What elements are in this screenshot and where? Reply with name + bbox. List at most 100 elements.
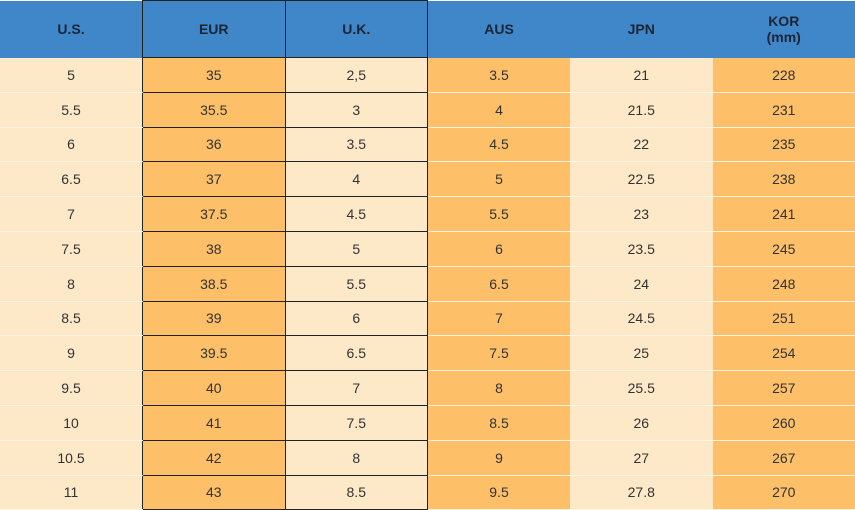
table-cell: 3.5 <box>284 126 428 163</box>
table-cell: 6.5 <box>284 335 428 372</box>
table-cell: 23.5 <box>570 231 713 267</box>
table-header: U.S. EUR U.K. AUS JPN KOR (mm) <box>0 0 855 58</box>
table-cell: 254 <box>712 335 855 372</box>
table-cell: 238 <box>712 161 855 198</box>
table-cell: 8 <box>427 370 570 406</box>
table-row: 9.5 40 7 8 25.5 257 <box>0 370 855 406</box>
table-cell: 5.5 <box>427 196 570 232</box>
table-cell: 7.5 <box>284 404 428 441</box>
table-row: 11 43 8.5 9.5 27.8 270 <box>0 474 855 510</box>
table-cell: 3 <box>284 91 428 128</box>
table-cell: 22 <box>570 127 713 163</box>
table-cell: 22.5 <box>570 161 713 198</box>
header-row: U.S. EUR U.K. AUS JPN KOR (mm) <box>0 0 855 58</box>
table-row: 7.5 38 5 6 23.5 245 <box>0 230 855 267</box>
table-cell: 6.5 <box>427 266 570 302</box>
table-cell: 245 <box>712 231 855 267</box>
table-row: 7 37.5 4.5 5.5 23 241 <box>0 196 855 232</box>
column-header: U.K. <box>284 0 428 58</box>
table-row: 5.5 35.5 3 4 21.5 231 <box>0 91 855 128</box>
table-cell: 3.5 <box>427 57 570 93</box>
table-cell: 257 <box>712 370 855 406</box>
table-cell: 231 <box>712 92 855 128</box>
table-cell: 10 <box>0 405 143 441</box>
table-row: 5 35 2,5 3.5 21 228 <box>0 57 855 93</box>
table-cell: 6.5 <box>0 161 143 198</box>
table-cell: 37 <box>142 161 286 198</box>
table-cell: 5.5 <box>284 265 428 302</box>
table-cell: 39 <box>142 300 286 337</box>
table-row: 6 36 3.5 4.5 22 235 <box>0 126 855 163</box>
table-cell: 6 <box>427 231 570 267</box>
table-cell: 9.5 <box>427 475 570 510</box>
table-cell: 7 <box>427 301 570 337</box>
table-cell: 248 <box>712 266 855 302</box>
table-cell: 7.5 <box>427 335 570 372</box>
table-cell: 35.5 <box>142 91 286 128</box>
column-header: AUS <box>427 0 570 58</box>
table-cell: 27 <box>570 440 713 476</box>
table-cell: 260 <box>712 405 855 441</box>
column-header: JPN <box>570 0 713 58</box>
table-cell: 4.5 <box>427 127 570 163</box>
table-row: 8.5 39 6 7 24.5 251 <box>0 300 855 337</box>
table-cell: 4.5 <box>284 196 428 232</box>
table-cell: 43 <box>142 474 286 510</box>
table-cell: 23 <box>570 196 713 232</box>
table-cell: 26 <box>570 405 713 441</box>
table-cell: 235 <box>712 127 855 163</box>
table-row: 8 38.5 5.5 6.5 24 248 <box>0 265 855 302</box>
table-row: 9 39.5 6.5 7.5 25 254 <box>0 335 855 372</box>
table-cell: 4 <box>427 92 570 128</box>
table-cell: 39.5 <box>142 335 286 372</box>
table-cell: 42 <box>142 439 286 476</box>
table-cell: 9.5 <box>0 370 143 406</box>
table-cell: 251 <box>712 301 855 337</box>
table-cell: 5 <box>284 230 428 267</box>
table-cell: 11 <box>0 475 143 510</box>
table-cell: 40 <box>142 370 286 406</box>
table-cell: 9 <box>0 335 143 372</box>
table-cell: 8 <box>0 266 143 302</box>
table-row: 10 41 7.5 8.5 26 260 <box>0 404 855 441</box>
table-cell: 5.5 <box>0 92 143 128</box>
table-cell: 8 <box>284 439 428 476</box>
table-cell: 21 <box>570 57 713 93</box>
table-cell: 38.5 <box>142 265 286 302</box>
table-row: 10.5 42 8 9 27 267 <box>0 439 855 476</box>
table-cell: 7 <box>284 370 428 406</box>
table-cell: 37.5 <box>142 196 286 232</box>
table-cell: 8.5 <box>427 405 570 441</box>
table-cell: 36 <box>142 126 286 163</box>
column-header: KOR (mm) <box>712 0 855 58</box>
table-cell: 7 <box>0 196 143 232</box>
column-header: EUR <box>142 0 286 58</box>
table-cell: 5 <box>0 57 143 93</box>
table-cell: 21.5 <box>570 92 713 128</box>
table-cell: 7.5 <box>0 231 143 267</box>
table-cell: 267 <box>712 440 855 476</box>
table-row: 6.5 37 4 5 22.5 238 <box>0 161 855 198</box>
table-cell: 10.5 <box>0 440 143 476</box>
table-cell: 38 <box>142 230 286 267</box>
table-cell: 6 <box>284 300 428 337</box>
table-cell: 2,5 <box>284 57 428 93</box>
table-cell: 241 <box>712 196 855 232</box>
column-header: U.S. <box>0 0 143 58</box>
table-cell: 27.8 <box>570 475 713 510</box>
table-cell: 24 <box>570 266 713 302</box>
table-cell: 9 <box>427 440 570 476</box>
table-cell: 5 <box>427 161 570 198</box>
table-cell: 24.5 <box>570 301 713 337</box>
table-cell: 41 <box>142 404 286 441</box>
table-cell: 25.5 <box>570 370 713 406</box>
table-cell: 270 <box>712 475 855 510</box>
table-cell: 8.5 <box>0 301 143 337</box>
table-cell: 25 <box>570 335 713 372</box>
table-cell: 4 <box>284 161 428 198</box>
table-cell: 6 <box>0 127 143 163</box>
table-cell: 228 <box>712 57 855 93</box>
table-body: 5 35 2,5 3.5 21 228 5.5 35.5 3 4 21.5 231 6 36 3.5 4.5 2… <box>0 57 855 510</box>
